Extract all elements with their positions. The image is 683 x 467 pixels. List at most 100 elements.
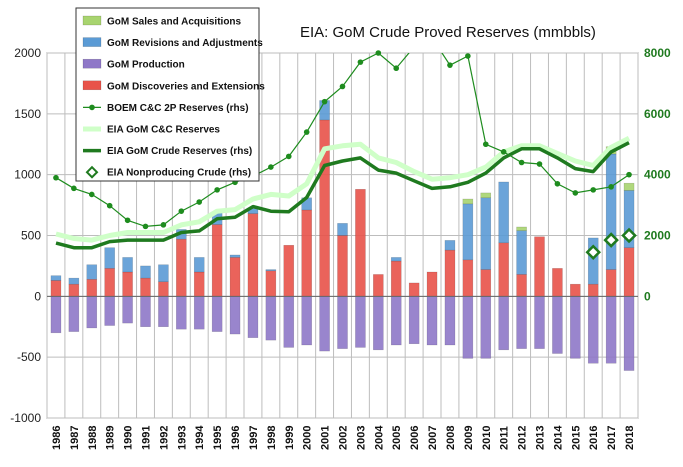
x-tick-label: 2009 (463, 426, 475, 450)
x-tick-label: 2011 (499, 426, 511, 450)
bar-segment (516, 274, 527, 297)
bar-segment (301, 296, 312, 346)
bar-segment (426, 296, 438, 346)
bar-segment (605, 269, 617, 297)
line-crude-reserves (55, 141, 630, 250)
x-tick-label: 2018 (624, 426, 636, 450)
bar-segment (229, 257, 241, 297)
x-tick-label: 2006 (409, 426, 421, 450)
bar-segment (605, 153, 617, 270)
bar-segment (193, 257, 205, 273)
boem-point (160, 222, 167, 228)
bar-segment (86, 264, 98, 280)
bar-segment (50, 280, 62, 297)
y-right-tick-label: 8000 (644, 46, 671, 60)
legend-label: BOEM C&C 2P Reserves (rhs) (107, 103, 249, 114)
bar-segment (229, 296, 241, 335)
legend-label: GoM Discoveries and Extensions (107, 81, 265, 92)
bar-segment (68, 296, 80, 332)
bar-segment (265, 296, 277, 341)
bar-segment (390, 296, 402, 346)
bar-segment (158, 296, 169, 328)
bar-segment (570, 296, 581, 359)
y-right-tick-label: 4000 (644, 168, 671, 182)
bar-segment (50, 275, 62, 281)
y-left-tick-label: 2000 (14, 46, 41, 60)
x-tick-label: 1992 (158, 426, 170, 450)
legend-swatch (82, 58, 102, 69)
bar-segment (552, 296, 563, 354)
x-tick-label: 2005 (391, 426, 403, 450)
bar-segment (605, 296, 617, 364)
bar-segment (301, 209, 312, 297)
x-tick-label: 2004 (373, 425, 385, 450)
bar-segment (50, 296, 62, 334)
bar-segment (176, 296, 187, 330)
boem-point (196, 199, 203, 205)
boem-point (124, 217, 131, 224)
bar-segment (462, 198, 474, 205)
bar-segment (104, 268, 115, 297)
x-tick-label: 2001 (320, 426, 332, 450)
bar-segment (534, 296, 545, 349)
legend-marker (89, 104, 95, 111)
bar-segment (462, 203, 474, 261)
legend-label: GoM Production (107, 60, 185, 71)
bar-segment (587, 296, 599, 364)
bar-segment (516, 296, 527, 349)
x-tick-label: 2008 (445, 426, 457, 450)
bar-segment (68, 277, 80, 285)
boem-point (357, 59, 364, 65)
boem-point (106, 202, 113, 209)
legend-label: GoM Sales and Acquisitions (107, 17, 242, 28)
y-right-tick-label: 6000 (644, 107, 671, 121)
boem-point (554, 180, 561, 187)
x-tick-label: 1991 (141, 426, 153, 450)
bar-segment (390, 260, 402, 297)
boem-point (375, 50, 382, 56)
bar-segment (265, 269, 277, 272)
boem-point (393, 65, 400, 72)
bar-segment (283, 244, 295, 297)
bar-segment (122, 257, 133, 273)
bar-segment (587, 237, 599, 285)
legend: GoM Sales and Acquisitions GoM Revisions … (75, 7, 265, 182)
boem-point (626, 171, 632, 178)
bar-segment (265, 270, 277, 297)
bar-segment (86, 279, 98, 297)
x-tick-label: 2007 (427, 426, 439, 450)
boem-point (339, 83, 346, 90)
boem-point (500, 149, 507, 155)
x-tick-label: 1998 (266, 426, 278, 450)
boem-point (214, 187, 220, 193)
y-right-tick-label: 2000 (644, 229, 671, 243)
boem-point (536, 161, 543, 167)
nonproducing-point (603, 232, 619, 248)
x-tick-label: 2012 (517, 426, 529, 450)
legend-label: EIA GoM C&C Reserves (107, 125, 220, 136)
bar-segment (623, 247, 635, 297)
nonproducing-point (621, 227, 637, 244)
bar-segment (587, 283, 599, 297)
legend-label: EIA Nonproducing Crude (rhs) (107, 168, 251, 179)
x-tick-label: 1994 (194, 425, 206, 450)
bar-segment (158, 264, 169, 282)
boem-point (465, 53, 471, 59)
x-tick-label: 1997 (248, 426, 260, 450)
x-tick-label: 2015 (570, 426, 582, 450)
boem-point (53, 174, 59, 181)
bar-segment (498, 242, 509, 297)
boem-point (268, 164, 274, 170)
x-tick-label: 1995 (212, 426, 224, 450)
bar-segment (516, 230, 527, 275)
bar-segment (480, 269, 492, 297)
legend-swatch (82, 15, 102, 26)
bar-segment (444, 240, 456, 251)
bar-segment (355, 296, 366, 348)
bar-segment (462, 296, 474, 359)
y-left-tick-label: 1000 (14, 168, 41, 182)
x-tick-label: 2014 (552, 425, 564, 450)
x-tick-label: 2013 (535, 426, 547, 450)
boem-point (518, 159, 525, 166)
